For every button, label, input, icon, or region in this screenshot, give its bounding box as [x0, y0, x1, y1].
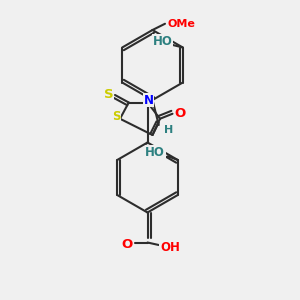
- Text: O: O: [122, 238, 133, 251]
- Text: OMe: OMe: [167, 19, 195, 29]
- Text: S: S: [112, 110, 121, 123]
- Text: HO: HO: [153, 35, 173, 48]
- Text: O: O: [174, 107, 186, 120]
- Text: N: N: [144, 94, 154, 106]
- Text: S: S: [104, 88, 114, 101]
- Text: OH: OH: [160, 241, 180, 254]
- Text: HO: HO: [146, 146, 165, 159]
- Text: H: H: [164, 125, 173, 135]
